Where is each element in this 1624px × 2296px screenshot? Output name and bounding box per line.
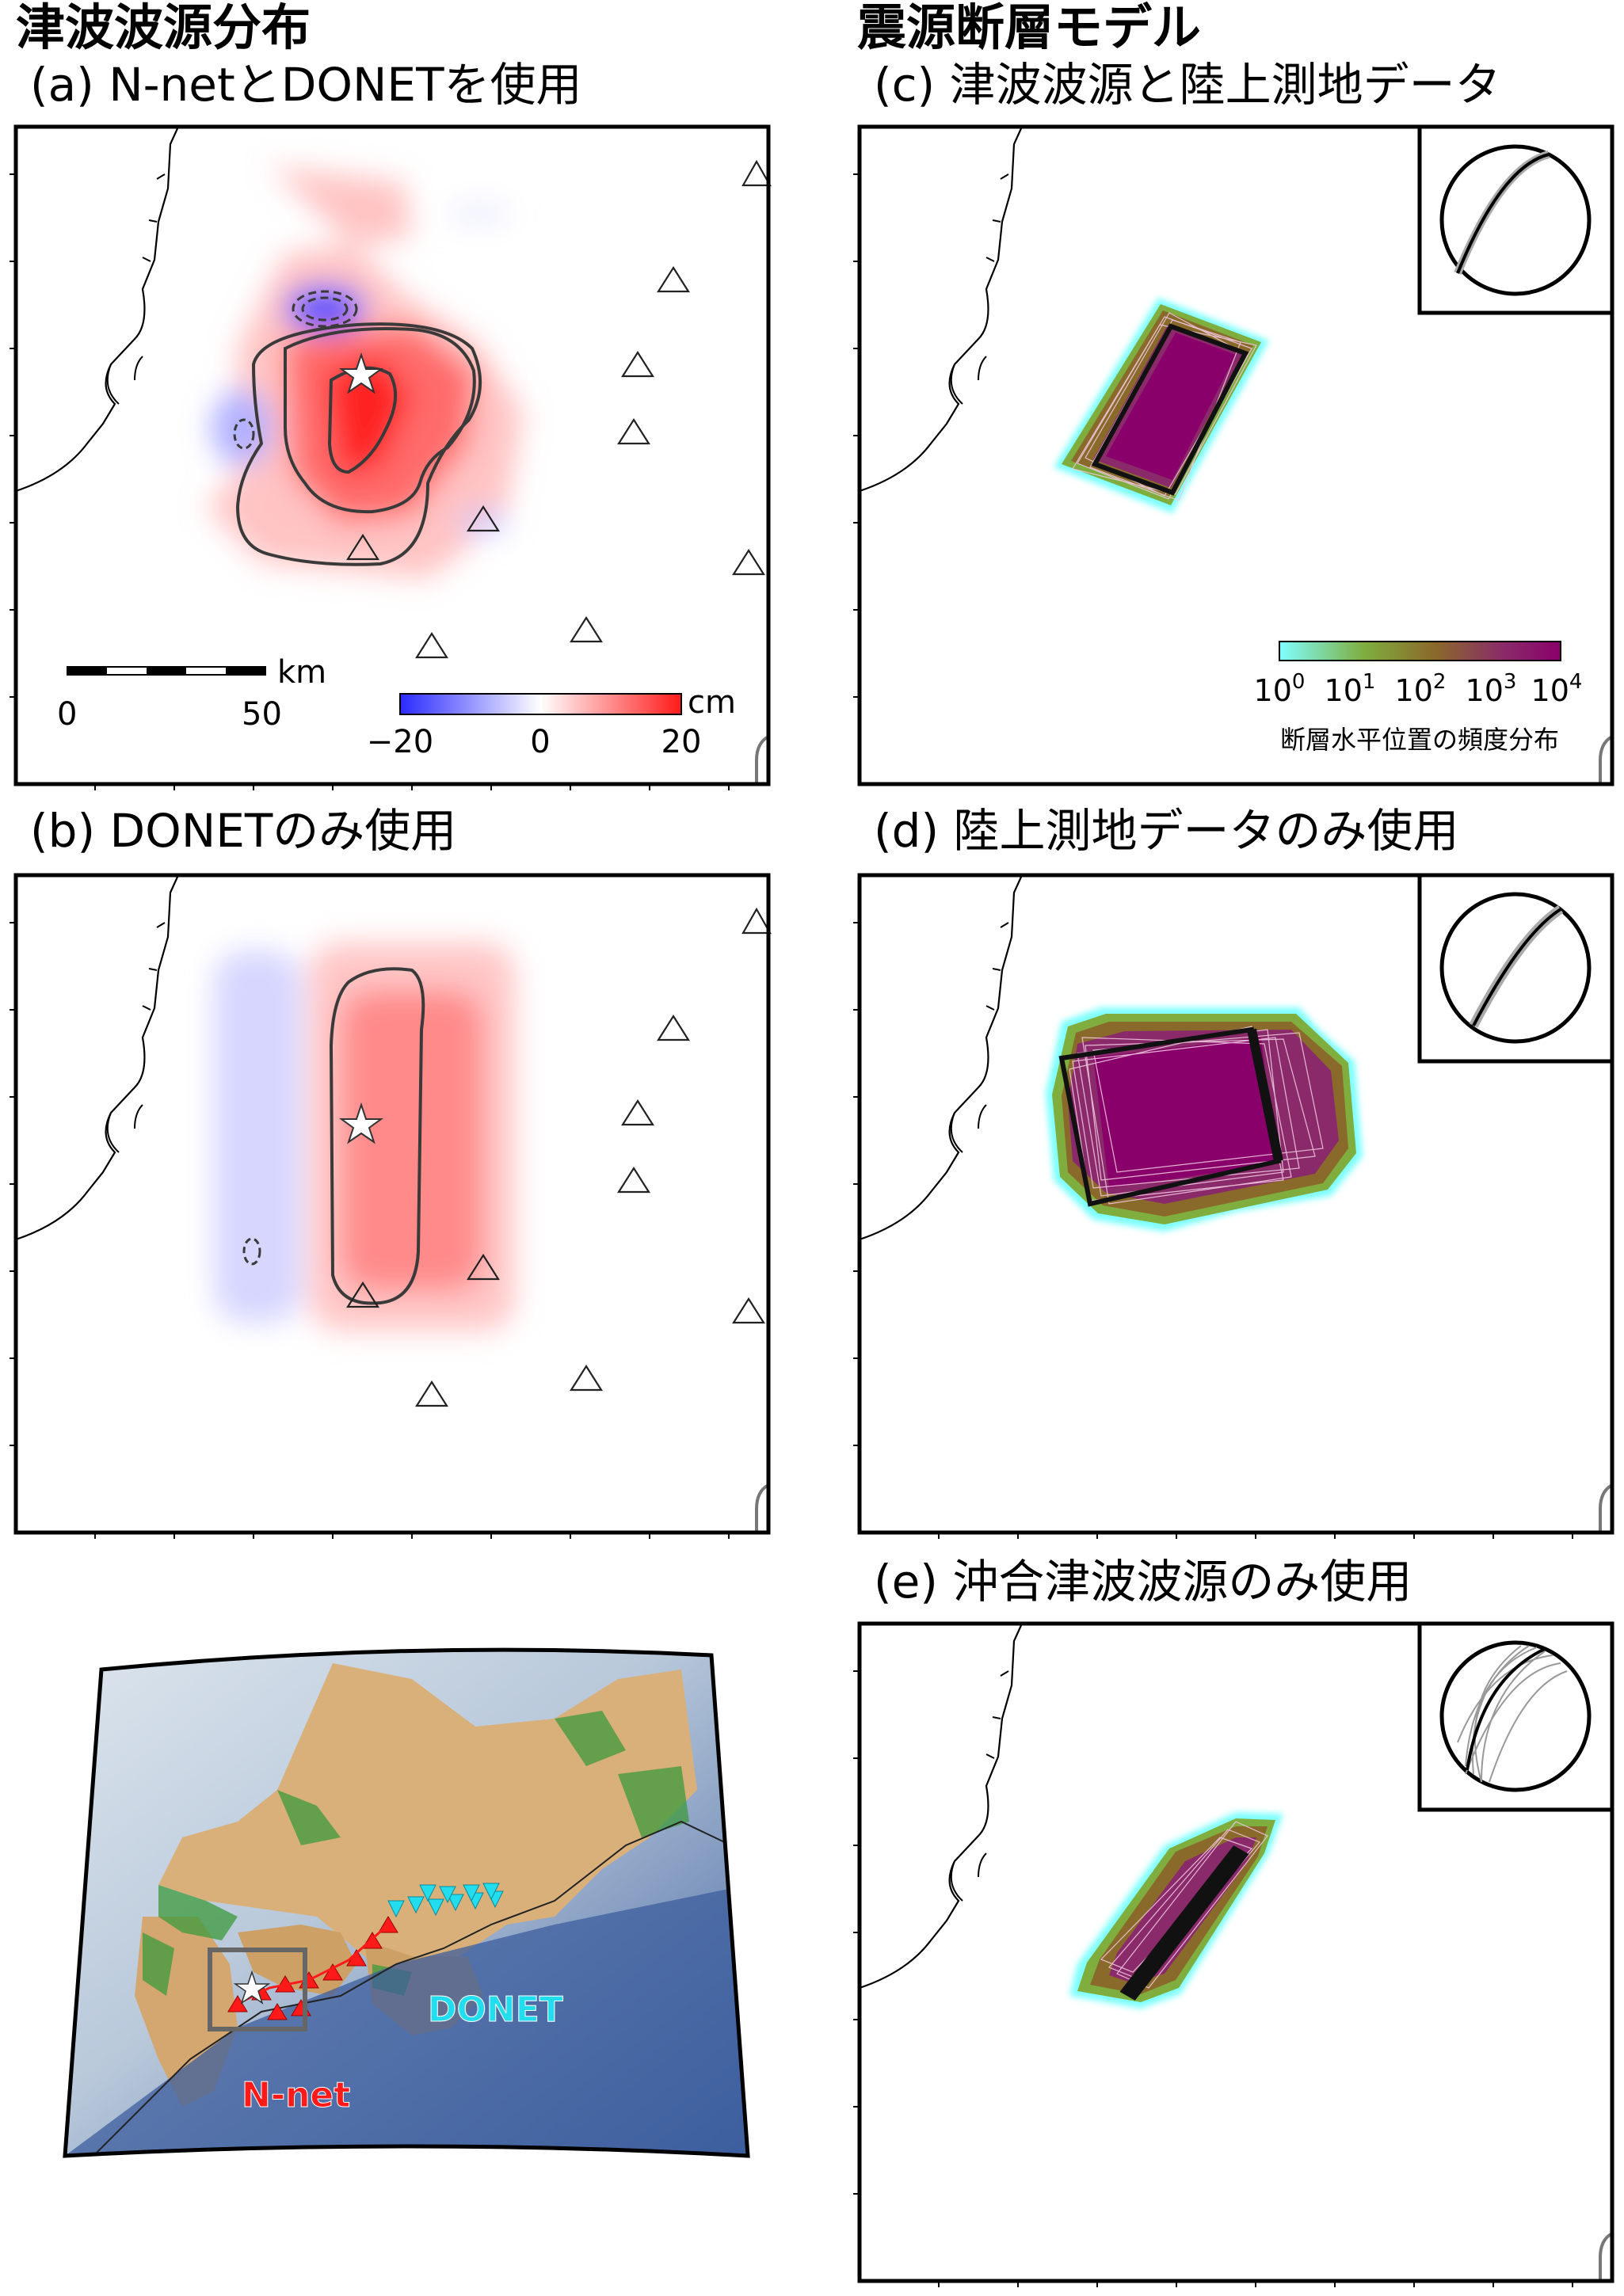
frequency-colorbar — [1279, 641, 1561, 661]
panel-c-map: 100 101 102 103 104 断層水平位置の頻度分布 — [857, 124, 1614, 786]
epicenter-star-b — [338, 1102, 384, 1144]
right-heading: 震源断層モデル — [857, 0, 1202, 56]
land-honshu — [158, 1663, 697, 1980]
panel-c-title: (c) 津波波源と陸上測地データ — [874, 58, 1501, 112]
focal-mechanism-d — [1439, 892, 1592, 1044]
contour-10cm — [284, 327, 476, 514]
gnss-stations-b — [346, 907, 772, 1407]
contour-5cm — [235, 322, 482, 566]
epicenter-star-inset — [233, 1970, 271, 2005]
freq-tick-1: 101 — [1325, 670, 1376, 708]
epicenter-star-a — [338, 352, 384, 394]
best-fault-c — [1091, 323, 1249, 496]
contour-negative-coast — [233, 418, 255, 450]
tsunami-colorbar-tick-zero: 0 — [530, 724, 550, 760]
scale-tick-0: 0 — [57, 696, 77, 733]
tsunami-colorbar — [399, 693, 682, 715]
deep-trough — [65, 1885, 748, 2156]
panel-b-title: (b) DONETのみ使用 — [30, 804, 457, 858]
tsunami-colorbar-tick-max: 20 — [661, 724, 702, 760]
panel-c-frame — [857, 124, 1614, 786]
panel-d-title: (d) 陸上測地データのみ使用 — [874, 804, 1459, 858]
gnss-stations-a — [346, 159, 772, 659]
scale-bar — [67, 666, 266, 676]
freq-tick-2: 102 — [1395, 670, 1447, 708]
focal-mechanism-c — [1439, 144, 1592, 296]
nodal-plane-spread-e — [1457, 1645, 1568, 1783]
panel-b-frame — [13, 873, 771, 1535]
left-heading: 津波波源分布 — [16, 0, 311, 56]
inset-frame — [63, 1647, 750, 2158]
panel-a-map: km 0 50 cm −20 0 20 — [13, 124, 772, 786]
contour-b — [329, 967, 425, 1305]
panel-a-title: (a) N-netとDONETを使用 — [30, 58, 582, 112]
panel-d-frame — [857, 873, 1614, 1535]
freq-tick-4: 104 — [1531, 670, 1583, 708]
freq-tick-3: 103 — [1466, 670, 1517, 708]
panel-a-frame — [13, 124, 771, 786]
tsunami-height-field-b — [214, 942, 515, 1331]
contour-b-negative — [242, 1237, 261, 1266]
nodal-plane-e — [1466, 1647, 1546, 1771]
contour-negative — [292, 290, 358, 328]
nodal-plane-c — [1456, 153, 1550, 274]
tsunami-colorbar-tick-min: −20 — [367, 724, 433, 760]
scale-unit: km — [277, 654, 326, 691]
contour-15cm — [327, 366, 398, 474]
coastline-east — [755, 735, 768, 784]
fault-frequency-c — [1054, 298, 1269, 513]
panel-e-frame — [857, 1621, 1614, 2283]
panel-d-map — [857, 873, 1614, 1535]
donet-label: DONET — [428, 1989, 563, 2030]
scale-tick-50: 50 — [242, 696, 282, 733]
nnet-label: N-net — [242, 2075, 350, 2115]
panel-e-title: (e) 沖合津波波源のみ使用 — [874, 1555, 1412, 1609]
tsunami-colorbar-unit: cm — [688, 684, 736, 721]
nodal-plane-d — [1472, 908, 1562, 1026]
frequency-colorbar-caption: 断層水平位置の頻度分布 — [1280, 725, 1559, 755]
focal-mechanism-e — [1439, 1640, 1592, 1792]
donet-stations — [387, 1883, 504, 1918]
panel-e-map — [857, 1621, 1614, 2283]
study-area-box — [208, 1948, 307, 2031]
fault-frequency-e — [1069, 1812, 1283, 2009]
fault-frequency-d — [1046, 1007, 1363, 1232]
panel-b-map — [13, 873, 772, 1535]
best-fault-e — [1119, 1845, 1249, 2001]
contour-negative-inner — [301, 296, 349, 322]
freq-tick-0: 100 — [1254, 670, 1306, 708]
frame-ticks — [10, 173, 1573, 2287]
regional-inset-map: N-net DONET — [63, 1647, 750, 2158]
